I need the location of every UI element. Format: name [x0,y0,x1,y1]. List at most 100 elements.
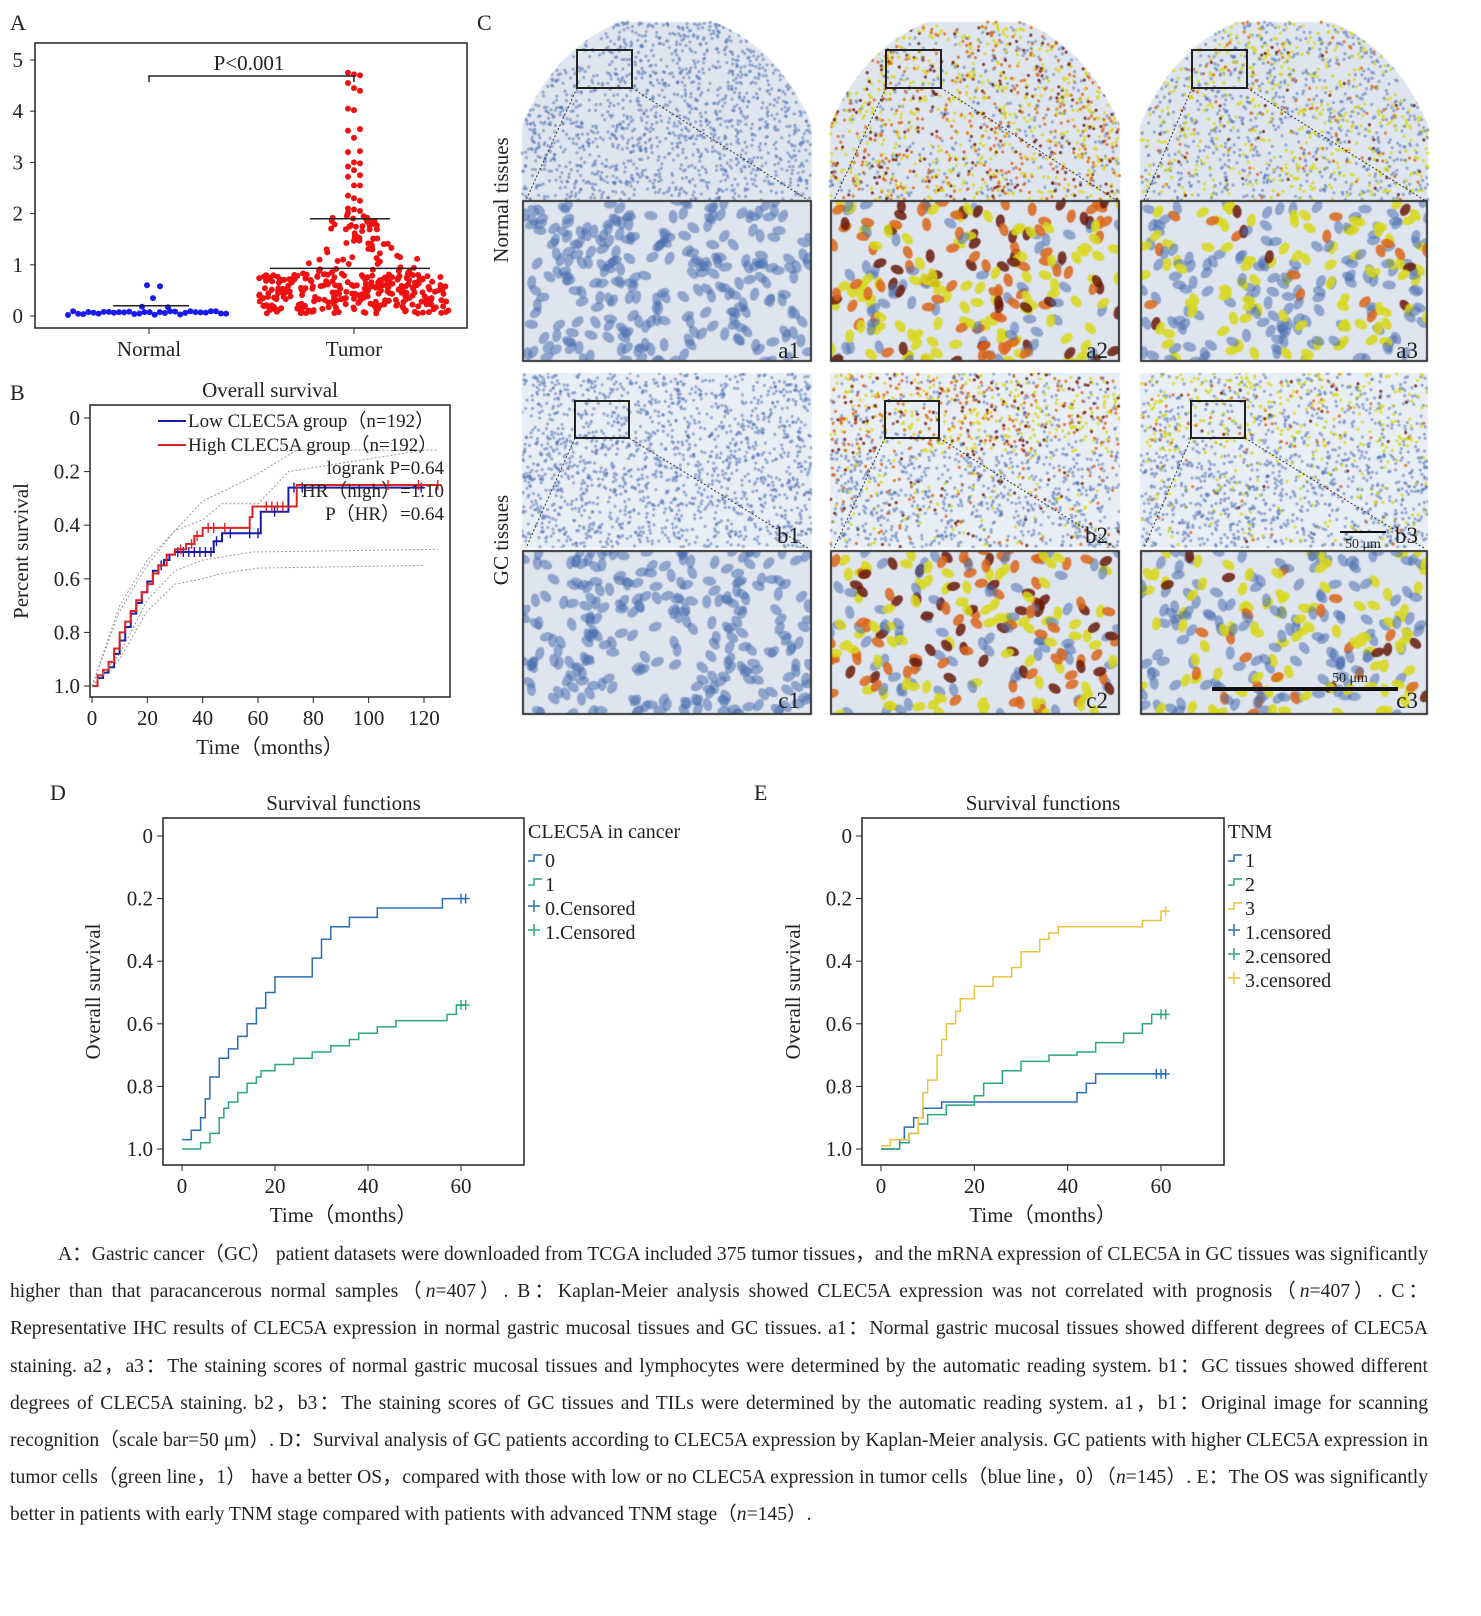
tumor-point [383,283,390,290]
tumor-point [331,301,338,308]
tumor-point [400,305,407,312]
tumor-point [415,271,422,278]
chart-title: Survival functions [966,791,1121,815]
tumor-point [328,225,335,232]
zoom-region-box [885,49,942,89]
legend-step-icon [1228,878,1242,886]
y-tick-label: 4 [13,99,24,123]
tumor-point [351,134,357,141]
tumor-point [298,284,305,291]
tumor-point [320,271,327,278]
tumor-point [256,292,263,299]
tumor-point [432,288,439,295]
tumor-point [403,296,410,303]
normal-point [126,308,133,315]
normal-point [151,311,158,318]
tumor-point [274,307,281,314]
tumor-point [374,260,381,267]
tumor-point [344,279,351,286]
y-tick-label: 1 [13,253,24,277]
tumor-point [351,107,357,114]
normal-point [80,311,87,318]
y-tick-label: 0.8 [826,1074,852,1098]
tumor-point [381,274,388,281]
normal-point [197,309,204,316]
tumor-point [301,303,308,310]
x-tick-label: 60 [248,706,269,730]
tumor-point [398,282,405,289]
tumor-point [351,167,357,174]
normal-point [139,303,145,310]
tumor-point [302,275,309,282]
tumor-point [268,302,275,309]
tumor-point [275,290,282,297]
tumor-point [334,257,341,264]
tumor-point [352,223,359,230]
censored-mark [1161,906,1170,917]
tumor-point [357,72,363,79]
tumor-point [308,278,315,285]
censored-mark [433,480,442,490]
tumor-point [423,300,430,307]
zoom-region-box [1190,400,1246,439]
tumor-point [357,197,363,204]
tumor-point [271,294,278,301]
legend-censored-icon [1228,972,1240,984]
tumor-point [351,306,358,313]
tumor-point [335,309,342,316]
x-axis-label: Time（months） [969,1203,1116,1227]
legend-censored-icon [528,924,540,936]
tumor-point [351,85,357,92]
tumor-point [340,295,347,302]
tumor-point [329,269,336,276]
survival-curve-0 [182,897,466,1141]
tumor-point [380,241,387,248]
zoom-connector [525,437,809,549]
tumor-point [437,282,444,289]
normal-point [75,310,82,317]
censored-mark [1161,1068,1170,1079]
tumor-point [341,272,348,279]
x-tick-label: 120 [408,706,440,730]
plot-frame [34,42,468,329]
tumor-point [377,302,384,309]
tumor-point [387,274,394,281]
figure-caption: A：Gastric cancer（GC） patient datasets we… [10,1236,1428,1534]
tumor-point [357,126,363,133]
censored-mark [461,893,470,904]
tumor-point [395,267,402,274]
legend-label: 3 [1245,898,1255,920]
tumor-point [355,299,362,306]
tumor-point [345,192,351,199]
image-sublabel: c3 [1396,688,1418,713]
tumor-point [359,223,366,230]
tumor-point [429,278,436,285]
y-tick-label: 0.8 [127,1074,153,1098]
normal-point [172,308,179,315]
y-tick-label: 2 [13,202,24,226]
x-tick-label: 80 [303,706,324,730]
zoom-connector [525,87,809,201]
confidence-band [91,548,438,687]
tumor-point [428,296,435,303]
x-tick-label: 0 [177,1174,188,1198]
tumor-point [426,286,433,293]
censored-mark [206,547,215,557]
tumor-point [386,289,393,296]
tumor-point [368,218,375,225]
tumor-point [365,240,372,247]
tumor-point [369,266,376,273]
normal-point [65,311,71,318]
tumor-point [409,301,416,308]
tumor-point [359,227,366,234]
normal-point [182,309,189,316]
normal-point [100,308,107,315]
tumor-point [419,289,426,296]
legend-label: 2.censored [1245,946,1331,968]
y-tick-label: 0.2 [127,887,153,911]
tumor-point [351,230,358,237]
tumor-point [325,304,332,311]
tumor-point [357,160,363,167]
normal-point [70,308,77,315]
